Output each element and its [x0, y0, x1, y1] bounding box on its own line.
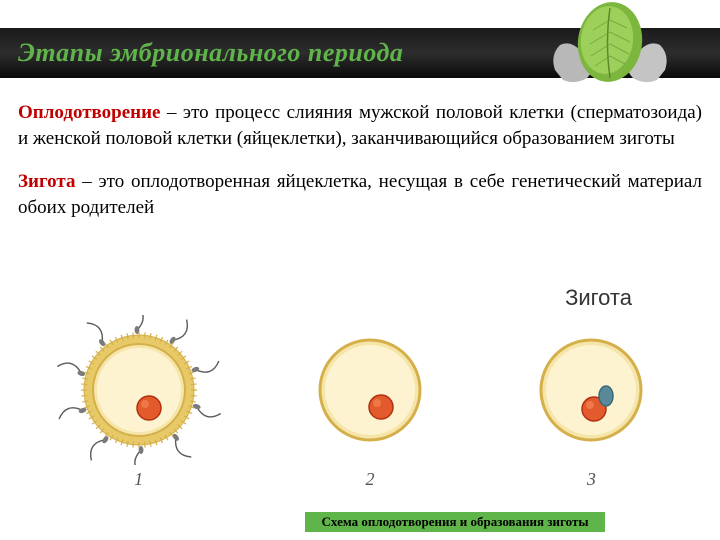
page-title: Этапы эмбрионального периода — [18, 38, 403, 68]
egg-cell-icon — [295, 315, 445, 465]
paragraph-fertilization: Оплодотворение – это процесс слияния муж… — [18, 100, 702, 151]
leaf-hands-decoration — [545, 0, 675, 100]
stage-number: 1 — [134, 469, 143, 490]
dash: – — [161, 102, 183, 123]
body-zygote: это оплодотворенная яйцеклетка, несущая … — [18, 171, 702, 218]
diagram-caption: Схема оплодотворения и образования зигот… — [313, 514, 597, 530]
term-zygote: Зигота — [18, 171, 75, 192]
stage-3: 3 — [516, 315, 666, 490]
stage-number: 2 — [365, 469, 374, 490]
term-fertilization: Оплодотворение — [18, 102, 161, 123]
stage-number: 3 — [587, 469, 596, 490]
content-area: Оплодотворение – это процесс слияния муж… — [18, 100, 702, 239]
fertilization-diagram: Зигота 1 2 — [18, 285, 702, 495]
zygote-cell-icon — [516, 315, 666, 465]
zygote-top-label: Зигота — [565, 285, 632, 311]
paragraph-zygote: Зигота – это оплодотворенная яйцеклетка,… — [18, 169, 702, 220]
diagram-caption-box: Схема оплодотворения и образования зигот… — [305, 512, 605, 532]
cells-row: 1 2 3 — [18, 315, 702, 490]
egg-with-sperm-icon — [54, 315, 224, 465]
stage-2: 2 — [295, 315, 445, 490]
dash: – — [75, 171, 98, 192]
stage-1: 1 — [54, 315, 224, 490]
